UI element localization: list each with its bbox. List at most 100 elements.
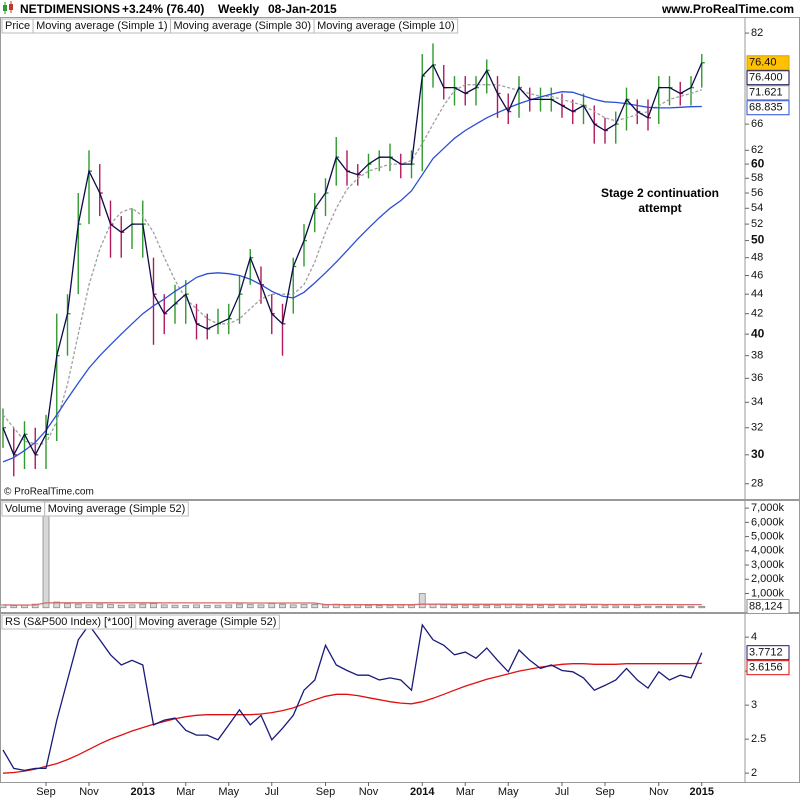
y-tick-label: 42 bbox=[751, 308, 763, 320]
y-tick-label: 58 bbox=[751, 172, 763, 184]
x-tick-label: Mar bbox=[176, 786, 195, 798]
series-line bbox=[2, 62, 703, 457]
value-tag-label: 71.621 bbox=[749, 87, 783, 99]
volume-bar bbox=[655, 605, 663, 609]
volume-bar bbox=[289, 604, 297, 609]
legend-item: Volume bbox=[1, 501, 46, 517]
value-tag-box bbox=[746, 100, 790, 116]
value-tag-label: 3.7712 bbox=[749, 647, 783, 659]
y-tick-label: 2.5 bbox=[751, 733, 766, 745]
period: Weekly bbox=[218, 2, 260, 16]
y-tick-label: 1,000k bbox=[751, 587, 785, 599]
volume-bar bbox=[322, 604, 329, 609]
volume-bar bbox=[31, 603, 39, 609]
volume-bar bbox=[687, 605, 695, 609]
volume-bar bbox=[96, 603, 104, 609]
y-tick-label: 52 bbox=[751, 218, 763, 230]
legend-label: Moving average (Simple 52) bbox=[139, 616, 277, 628]
volume-bar bbox=[483, 605, 491, 609]
x-tick-label: Jul bbox=[555, 786, 569, 798]
volume-bar bbox=[612, 605, 620, 609]
logo-icon bbox=[3, 1, 13, 14]
series-line bbox=[2, 623, 703, 772]
y-tick-label: 2 bbox=[751, 767, 757, 779]
change: +3.24% (76.40) bbox=[122, 2, 205, 16]
legend-item: RS (S&P500 Index) [*100] bbox=[1, 614, 137, 630]
x-tick-label: Sep bbox=[316, 786, 336, 798]
volume-bar bbox=[193, 604, 200, 609]
volume-bar bbox=[246, 604, 254, 609]
volume-bar bbox=[580, 605, 587, 609]
volume-bar bbox=[676, 605, 684, 609]
x-tick-label: 2015 bbox=[690, 786, 714, 798]
volume-bar bbox=[633, 605, 641, 609]
y-tick-label: 4 bbox=[751, 631, 757, 643]
series-line bbox=[2, 662, 702, 774]
volume-bar bbox=[623, 605, 630, 609]
date: 08-Jan-2015 bbox=[268, 2, 337, 16]
volume-bar bbox=[666, 605, 673, 609]
value-tag: 3.7712 bbox=[746, 645, 790, 661]
y-tick-label: 34 bbox=[751, 396, 763, 408]
volume-bar bbox=[85, 604, 93, 609]
volume-bar bbox=[171, 604, 179, 609]
volume-bar bbox=[64, 603, 71, 609]
value-tag: 68.835 bbox=[746, 100, 790, 116]
volume-bar bbox=[0, 604, 7, 609]
y-tick-label: 54 bbox=[751, 202, 763, 214]
value-tag: 3.6156 bbox=[746, 660, 790, 676]
volume-bar bbox=[386, 604, 394, 609]
y-tick-label: 5,000k bbox=[751, 530, 785, 542]
legend-label: Volume bbox=[5, 503, 42, 515]
value-tag-box bbox=[746, 85, 790, 101]
volume-bar bbox=[311, 604, 319, 609]
legend-item: Moving average (Simple 30) bbox=[170, 18, 315, 34]
volume-bar bbox=[440, 604, 448, 609]
value-tag: 71.621 bbox=[746, 85, 790, 101]
volume-bar bbox=[279, 603, 286, 609]
value-tag-label: 68.835 bbox=[749, 102, 783, 114]
y-tick-label: 48 bbox=[751, 252, 763, 264]
volume-bar bbox=[494, 605, 501, 609]
value-tag-box bbox=[746, 70, 790, 86]
y-tick-label: 32 bbox=[751, 422, 763, 434]
legend-label: Moving average (Simple 52) bbox=[48, 503, 186, 515]
series-line bbox=[2, 602, 702, 606]
volume-bar bbox=[128, 604, 136, 609]
y-tick-label: 6,000k bbox=[751, 516, 785, 528]
x-tick-label: Sep bbox=[595, 786, 615, 798]
volume-bar bbox=[268, 603, 276, 609]
value-tag-label: 3.6156 bbox=[749, 662, 783, 674]
x-tick-label: Jul bbox=[265, 786, 279, 798]
volume-bar bbox=[558, 605, 566, 609]
volume-bar bbox=[300, 604, 308, 609]
legend-label: Price bbox=[5, 20, 30, 32]
legend-box bbox=[135, 614, 280, 630]
legend-box bbox=[44, 501, 189, 517]
legend-item: Price bbox=[1, 18, 34, 34]
y-tick-label: 36 bbox=[751, 372, 763, 384]
volume-bar bbox=[569, 605, 577, 609]
volume-bar bbox=[526, 604, 534, 609]
value-tag: 76.40 bbox=[746, 55, 790, 71]
volume-bar bbox=[504, 604, 512, 609]
volume-bar bbox=[74, 603, 82, 609]
value-tag-label: 76.400 bbox=[749, 72, 783, 84]
volume-bar bbox=[601, 605, 609, 609]
volume-bar bbox=[418, 593, 426, 609]
volume-bar bbox=[472, 604, 480, 609]
volume-bar bbox=[107, 604, 114, 609]
volume-bar bbox=[698, 606, 706, 609]
legend-label: Moving average (Simple 30) bbox=[174, 20, 312, 32]
volume-bar bbox=[408, 604, 415, 609]
y-tick-label: 30 bbox=[751, 447, 765, 461]
x-tick-label: 2014 bbox=[410, 786, 435, 798]
legend-item: Moving average (Simple 52) bbox=[44, 501, 189, 517]
volume-bar bbox=[365, 605, 372, 609]
value-tag-box bbox=[746, 645, 790, 661]
y-tick-label: 60 bbox=[751, 156, 765, 170]
volume-bar bbox=[590, 605, 598, 609]
volume-bar bbox=[225, 604, 233, 609]
volume-bar bbox=[375, 605, 383, 609]
x-tick-label: May bbox=[218, 786, 239, 798]
